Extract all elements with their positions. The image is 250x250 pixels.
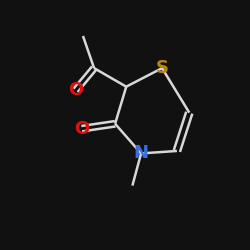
- Text: O: O: [74, 120, 89, 138]
- Text: S: S: [156, 59, 168, 77]
- Text: O: O: [68, 82, 83, 100]
- Text: N: N: [134, 144, 148, 162]
